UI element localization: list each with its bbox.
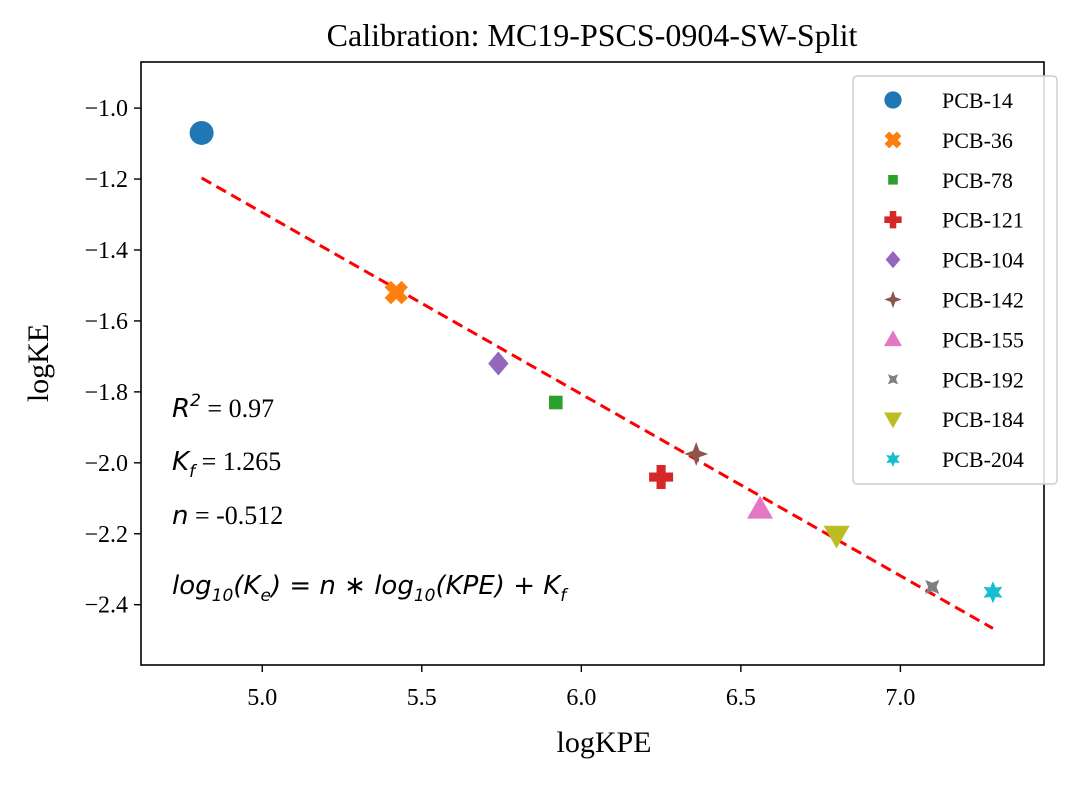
n-annotation: n = -0.512 [172, 501, 283, 531]
n-value: = -0.512 [188, 501, 283, 530]
x-tick-label: 5.0 [247, 685, 277, 711]
data-point-pcb-104 [488, 351, 509, 376]
data-point-pcb-204 [983, 581, 1003, 604]
legend-marker [884, 290, 902, 309]
y-tick-label: −1.4 [84, 238, 128, 264]
data-point-pcb-142 [684, 441, 709, 466]
legend-label: PCB-142 [942, 288, 1024, 313]
legend-label: PCB-104 [942, 248, 1024, 273]
y-axis-label: logKE [22, 324, 55, 402]
fit-line [200, 176, 994, 630]
r-squared-annotation: R2 = 0.97 [172, 391, 274, 424]
equation-annotation: log10(Ke) = n ∗ log10(KPE) + Kf [172, 571, 569, 606]
legend-marker [888, 175, 898, 185]
legend-entry-pcb-104: PCB-104 [885, 248, 1024, 273]
legend-entry-pcb-155: PCB-155 [884, 327, 1024, 352]
legend-frame [852, 75, 1058, 485]
data-point-pcb-78 [549, 395, 563, 410]
data-point-pcb-14 [189, 120, 214, 145]
legend-entry-pcb-142: PCB-142 [884, 288, 1024, 313]
chart-title: Calibration: MC19-PSCS-0904-SW-Split [327, 17, 858, 53]
r-squared-symbol: R [172, 394, 190, 424]
legend-marker [884, 131, 902, 149]
legend-label: PCB-36 [942, 128, 1013, 153]
legend-marker [886, 451, 900, 468]
x-tick-label: 5.5 [407, 685, 437, 711]
kf-value: = 1.265 [195, 447, 281, 476]
x-tick-label: 6.0 [566, 685, 596, 711]
kf-annotation: Kf = 1.265 [172, 447, 281, 482]
legend-entry-pcb-184: PCB-184 [884, 407, 1024, 432]
r-squared-value: = 0.97 [201, 394, 274, 423]
legend-marker [887, 374, 899, 385]
legend-marker [884, 330, 902, 347]
data-point-pcb-155 [747, 495, 774, 519]
legend-entry-pcb-192: PCB-192 [887, 367, 1024, 392]
legend-entry-pcb-204: PCB-204 [886, 447, 1024, 472]
y-tick-label: −2.2 [84, 522, 128, 548]
legend-entry-pcb-121: PCB-121 [884, 208, 1024, 233]
data-point-pcb-184 [823, 525, 850, 549]
y-tick-label: −1.0 [84, 96, 128, 122]
y-tick-label: −2.0 [84, 451, 128, 477]
legend-marker [884, 211, 902, 229]
legend-label: PCB-192 [942, 367, 1024, 392]
x-tick-label: 7.0 [885, 685, 915, 711]
x-axis-label: logKPE [556, 726, 651, 759]
legend-label: PCB-14 [942, 88, 1013, 113]
legend-entry-pcb-14: PCB-14 [884, 88, 1013, 113]
legend-marker [884, 412, 902, 429]
legend-label: PCB-78 [942, 168, 1013, 193]
kf-symbol: K [172, 447, 191, 477]
data-point-pcb-192 [925, 579, 940, 595]
annotations: R2 = 0.97 Kf = 1.265 n = -0.512 log10(Ke… [172, 391, 569, 606]
data-point-pcb-36 [384, 280, 408, 305]
y-tick-label: −1.6 [84, 309, 128, 335]
plot-layer [189, 120, 1003, 630]
data-point-pcb-121 [649, 465, 674, 490]
legend-entries: PCB-14 PCB-36 PCB-78 PCB-121 PCB-104 PCB-142 P… [884, 88, 1024, 472]
legend-entry-pcb-36: PCB-36 [884, 128, 1013, 153]
x-tick-label: 6.5 [726, 685, 756, 711]
legend-label: PCB-155 [942, 327, 1024, 352]
legend-marker [884, 91, 902, 109]
y-tick-label: −1.8 [84, 380, 128, 406]
legend: PCB-14 PCB-36 PCB-78 PCB-121 PCB-104 PCB-142 P… [852, 75, 1058, 485]
y-tick-label: −2.4 [84, 593, 128, 619]
legend-label: PCB-184 [942, 407, 1024, 432]
legend-entry-pcb-78: PCB-78 [888, 168, 1013, 193]
legend-label: PCB-121 [942, 208, 1024, 233]
n-symbol: n [172, 501, 188, 531]
y-tick-label: −1.2 [84, 167, 128, 193]
r-squared-superscript: 2 [190, 391, 201, 411]
legend-label: PCB-204 [942, 447, 1024, 472]
legend-marker [885, 250, 901, 269]
kf-subscript: f [189, 462, 198, 482]
